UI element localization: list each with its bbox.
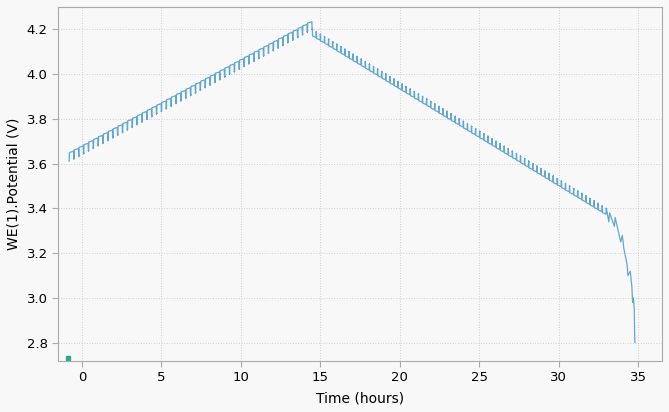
Y-axis label: WE(1).Potential (V): WE(1).Potential (V) <box>7 118 21 250</box>
X-axis label: Time (hours): Time (hours) <box>316 391 404 405</box>
